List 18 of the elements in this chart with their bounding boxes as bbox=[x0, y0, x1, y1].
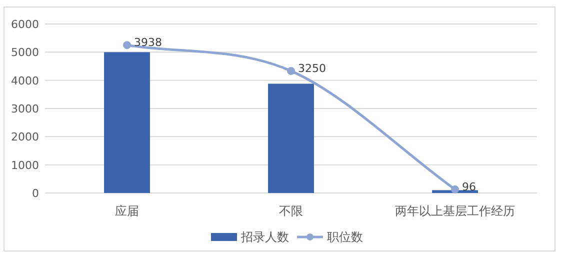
legend-label: 职位数 bbox=[327, 230, 363, 244]
y-tick-label: 5000 bbox=[11, 46, 39, 60]
y-tick-label: 6000 bbox=[11, 18, 39, 31]
y-tick-label: 4000 bbox=[11, 74, 39, 88]
y-tick-label: 3000 bbox=[11, 102, 39, 116]
legend-label: 招录人数 bbox=[240, 230, 289, 244]
data-label: 96 bbox=[462, 180, 476, 194]
data-label: 3250 bbox=[298, 62, 326, 75]
x-tick-label: 不限 bbox=[279, 204, 303, 218]
x-tick-label: 应届 bbox=[115, 204, 139, 218]
y-tick-label: 2000 bbox=[11, 130, 39, 144]
data-label: 3938 bbox=[134, 36, 162, 50]
bar bbox=[268, 84, 314, 193]
bar bbox=[104, 52, 150, 193]
y-tick-label: 1000 bbox=[11, 158, 39, 172]
y-tick-label: 0 bbox=[32, 187, 39, 200]
职位数: 3938 3250 96 bbox=[123, 36, 476, 194]
x-tick-label: 两年以上基层工作经历 bbox=[395, 204, 515, 218]
